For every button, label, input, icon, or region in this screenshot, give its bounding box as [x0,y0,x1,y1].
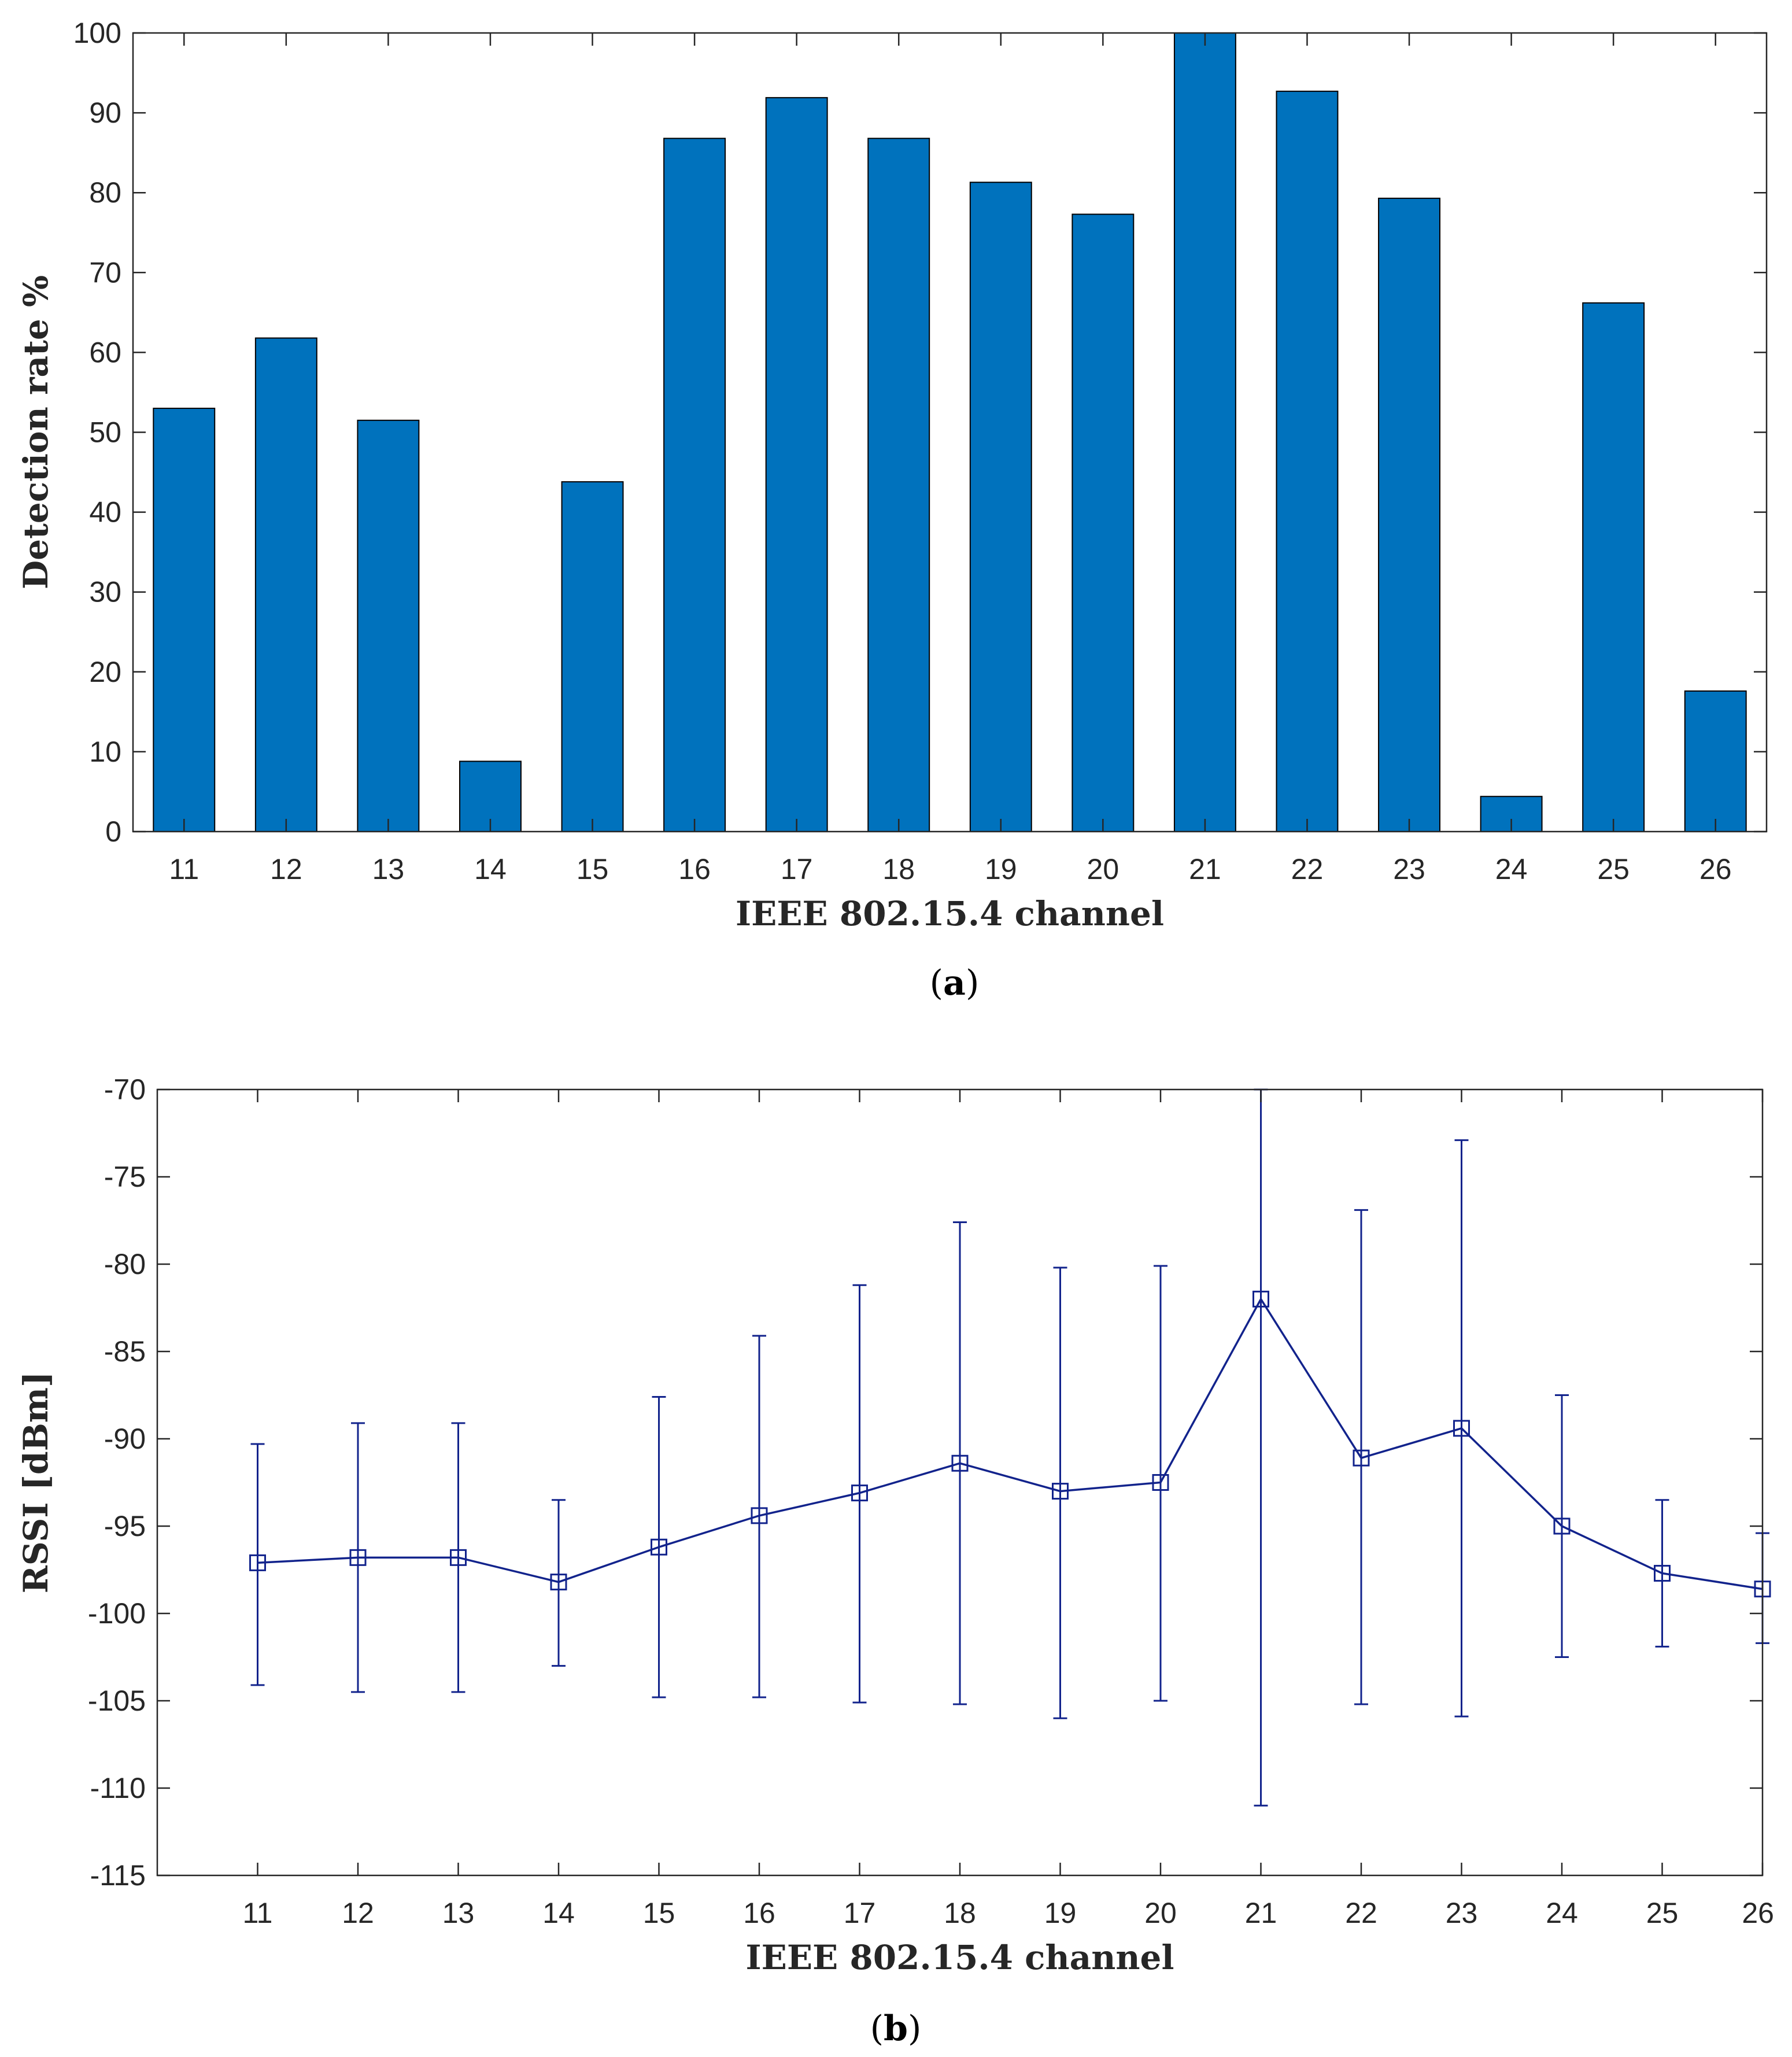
x-tick-label: 24 [1546,1897,1578,1929]
y-tick-label: 50 [89,416,121,449]
marker-channel-17 [851,1484,868,1502]
caption-letter: a [943,963,966,1003]
x-tick-label: 13 [372,853,405,885]
marker-channel-18 [951,1454,969,1472]
x-tick-label: 20 [1087,853,1119,885]
marker-channel-24 [1553,1517,1571,1535]
x-tick-label: 12 [342,1897,374,1929]
bar-channel-20 [1071,213,1135,832]
x-tick-label: 18 [944,1897,976,1929]
caption: (a) [930,963,980,1003]
marker-channel-14 [550,1574,567,1591]
x-tick-label: 11 [169,853,199,885]
x-tick-label: 19 [1044,1897,1077,1929]
bar-channel-23 [1378,197,1440,833]
x-tick-label: 22 [1291,853,1324,885]
x-tick-label: 18 [882,853,915,885]
y-tick-label: -80 [104,1248,146,1280]
y-tick-label: -75 [104,1161,146,1193]
y-axis-label: RSSI [dBm] [16,1372,56,1594]
x-tick-label: 24 [1495,853,1528,885]
y-tick-label: 60 [89,336,121,368]
marker-channel-16 [751,1507,768,1524]
y-tick-label: -85 [104,1335,146,1368]
bar-channel-15 [561,481,624,832]
x-tick-label: 25 [1646,1897,1679,1929]
x-tick-label: 14 [542,1897,575,1929]
y-tick-label: -95 [104,1510,146,1542]
bar-channel-21 [1173,32,1236,832]
marker-channel-15 [651,1538,667,1556]
y-tick-label: -105 [88,1685,146,1717]
y-tick-label: -70 [104,1073,146,1106]
marker-channel-23 [1453,1420,1470,1437]
y-tick-label: -110 [90,1772,146,1804]
rssi-errorbar-chart: -115 -110 -105 -100 -95 -90 -85 -80 -75 -70 11 12 13… [16,1073,1774,2049]
bar-channel-25 [1582,302,1645,832]
marker-channel-25 [1654,1565,1671,1582]
y-tick-label: -100 [88,1597,146,1630]
bar-channel-12 [254,337,317,832]
x-tick-label: 11 [243,1897,273,1929]
y-tick-label: 10 [89,736,121,768]
bar-channel-19 [969,182,1032,833]
y-tick-label: -90 [104,1423,146,1455]
x-tick-label: 15 [577,853,609,885]
x-tick-label: 16 [678,853,711,885]
marker-channel-21 [1252,1290,1269,1308]
bar-channel-18 [867,138,930,833]
y-axis-label: Detection rate % [16,275,56,589]
x-tick-label: 19 [985,853,1017,885]
y-tick-label: 90 [89,97,121,129]
x-tick-label: 23 [1446,1897,1478,1929]
marker-channel-19 [1052,1483,1069,1500]
caption-letter: b [884,2008,908,2049]
marker-channel-20 [1152,1474,1169,1491]
bar-channel-16 [663,138,726,833]
rssi-series-line [257,1297,1763,1590]
y-tick-label: 100 [73,17,121,49]
x-tick-label: 21 [1245,1897,1277,1929]
marker-channel-22 [1353,1449,1370,1467]
y-tick-label: -115 [90,1859,146,1892]
y-tick-label: 20 [89,656,121,688]
x-tick-label: 14 [474,853,507,885]
x-tick-label: 16 [743,1897,775,1929]
x-tick-label: 20 [1144,1897,1177,1929]
x-tick-label: 15 [643,1897,675,1929]
y-tick-label: 0 [105,815,121,848]
x-tick-label: 26 [1699,853,1732,885]
x-tick-label: 22 [1345,1897,1377,1929]
x-tick-label: 26 [1742,1897,1774,1929]
x-tick-label: 21 [1189,853,1221,885]
bar-channel-13 [357,419,420,832]
x-tick-label: 17 [781,853,813,885]
marker-channel-11 [249,1554,266,1571]
marker-channel-13 [450,1549,467,1566]
bar-channel-26 [1684,690,1747,832]
y-tick-label: 80 [89,176,121,209]
x-tick-label: 25 [1597,853,1630,885]
x-tick-label: 17 [844,1897,876,1929]
y-tick-label: 30 [89,576,121,608]
x-axis-label: IEEE 802.15.4 channel [736,894,1164,933]
y-tick-label: 40 [89,496,121,529]
detection-rate-bar-chart: 0 10 20 30 40 50 60 70 80 90 100 11 12 13 14 15 16 17 18 19… [16,17,1768,1003]
x-tick-label: 23 [1393,853,1425,885]
caption: (b) [870,2008,922,2049]
bar-channel-22 [1276,90,1339,833]
y-tick-label: 70 [89,256,121,289]
bar-channel-11 [153,408,216,832]
x-axis-label: IEEE 802.15.4 channel [745,1938,1174,1977]
bar-channel-17 [765,97,828,833]
x-tick-label: 13 [442,1897,475,1929]
marker-channel-12 [349,1549,367,1566]
x-tick-label: 12 [270,853,302,885]
